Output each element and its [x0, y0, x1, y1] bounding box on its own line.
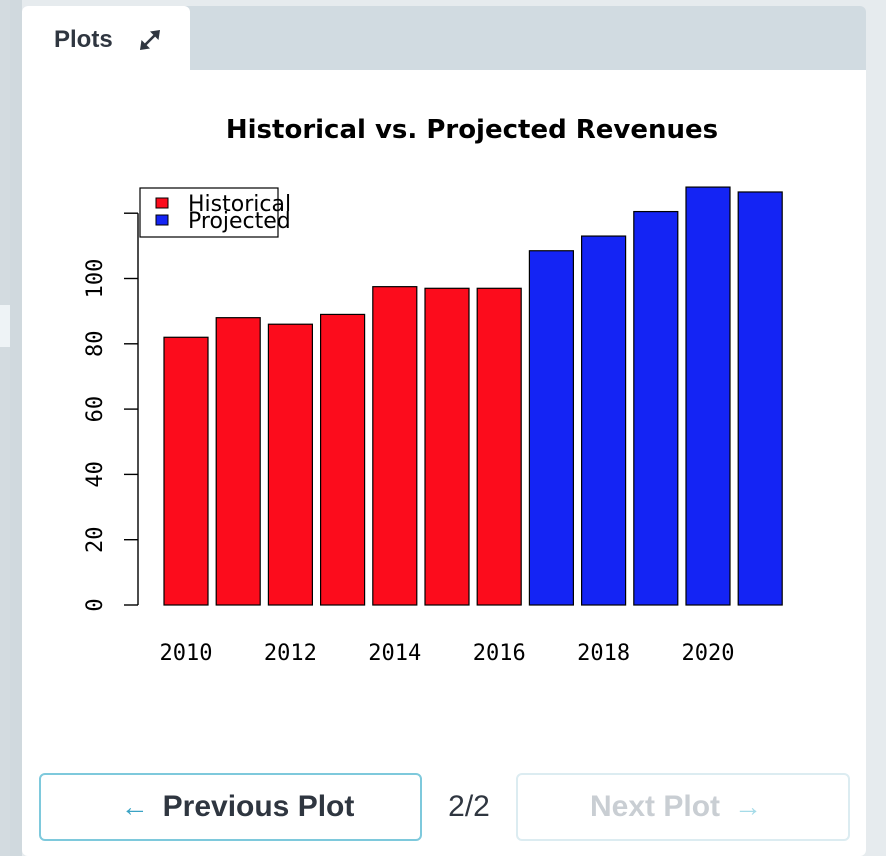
arrow-left-icon: ← [120, 791, 149, 822]
previous-plot-button[interactable]: ← Previous Plot [39, 773, 422, 841]
y-tick-label: 100 [83, 259, 108, 299]
x-axis-labels: 2010 2012 2014 2016 2018 2020 [160, 641, 735, 666]
tab-plots[interactable]: Plots [22, 6, 190, 72]
bar-2017 [528, 250, 574, 606]
revenue-bar-chart: Historical vs. Projected Revenues 0 20 40 6… [83, 115, 783, 666]
bar-2018 [580, 235, 627, 606]
left-panel-edge [10, 0, 22, 856]
bar-series [163, 186, 783, 606]
page-indicator: 2/2 [448, 790, 490, 823]
left-panel-highlight [0, 305, 12, 347]
legend-box [139, 187, 279, 238]
bar-2013 [320, 313, 366, 606]
x-tick-label: 2018 [577, 641, 630, 666]
x-tick-label: 2010 [160, 641, 213, 666]
bar-2012 [267, 323, 313, 606]
y-tick-label: 60 [83, 396, 108, 423]
bar-2015 [424, 287, 470, 606]
y-tick-label: 0 [83, 598, 108, 611]
chart-title: Historical vs. Projected Revenues [226, 115, 718, 145]
x-tick-label: 2020 [682, 641, 735, 666]
previous-plot-label: Previous Plot [162, 790, 355, 823]
x-tick-label: 2016 [473, 641, 526, 666]
arrow-right-icon: → [734, 791, 763, 822]
bar-2010 [163, 336, 209, 606]
bar-2020 [685, 186, 731, 606]
x-tick-label: 2014 [368, 641, 421, 666]
bar-2016 [476, 287, 522, 606]
bar-2014 [372, 286, 418, 606]
next-plot-label: Next Plot [589, 790, 721, 823]
bar-2019 [633, 210, 679, 606]
expand-arrows-icon[interactable] [136, 26, 164, 54]
bar-2011 [215, 317, 261, 606]
y-tick-label: 80 [83, 331, 108, 358]
left-panel-rail [0, 0, 12, 856]
legend-swatch [155, 214, 169, 226]
tab-plots-label: Plots [54, 26, 113, 53]
y-axis: 0 20 40 60 80 100 [83, 212, 139, 612]
y-tick-label: 40 [83, 461, 108, 488]
y-tick-label: 20 [83, 526, 108, 553]
bar-2021 [737, 191, 783, 606]
legend-label: Projected [188, 209, 291, 234]
legend-swatch [155, 197, 169, 209]
next-plot-button[interactable]: Next Plot → [516, 773, 850, 841]
legend-label: Historical [188, 192, 291, 217]
x-tick-label: 2012 [264, 641, 317, 666]
